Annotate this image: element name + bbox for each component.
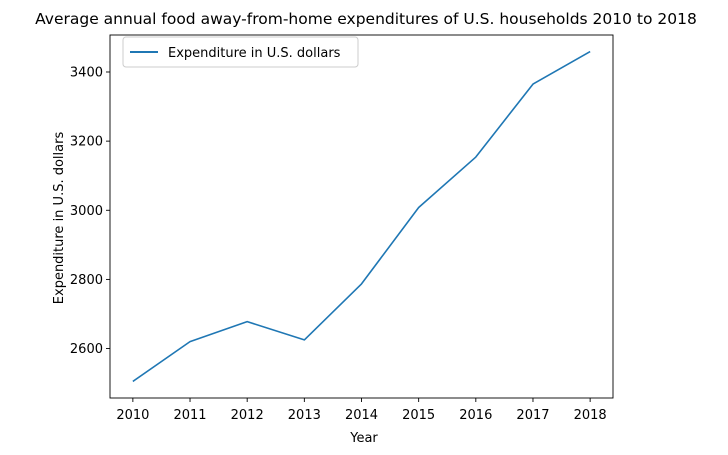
y-tick-label: 2800 [70,273,103,288]
plot-area [109,34,614,399]
series-line-0 [132,50,591,383]
legend-box [122,36,359,68]
y-axis: 2600 2800 3000 3200 3400 [70,65,110,357]
legend-label: Expenditure in U.S. dollars [168,46,341,61]
y-tick-label: 3000 [70,204,103,219]
legend: Expenditure in U.S. dollars [122,36,359,68]
x-tick-label: 2016 [459,408,492,423]
x-tick-label: 2013 [288,408,321,423]
x-tick-label: 2015 [402,408,435,423]
chart-title: Average annual food away-from-home expen… [35,10,697,28]
x-axis-label: Year [349,431,378,446]
x-tick-label: 2014 [345,408,378,423]
x-tick-label: 2017 [516,408,549,423]
x-tick-label: 2011 [173,408,206,423]
y-tick-label: 3400 [70,65,103,80]
y-axis-label: Expenditure in U.S. dollars [52,132,67,305]
x-tick-label: 2012 [231,408,264,423]
x-tick-label: 2018 [574,408,607,423]
plot-frame [109,34,614,399]
x-axis: 2010 2011 2012 2013 2014 2015 2016 2017 2018 [116,398,607,423]
y-tick-label: 3200 [70,135,103,150]
y-tick-label: 2600 [70,342,103,357]
x-tick-label: 2010 [116,408,149,423]
